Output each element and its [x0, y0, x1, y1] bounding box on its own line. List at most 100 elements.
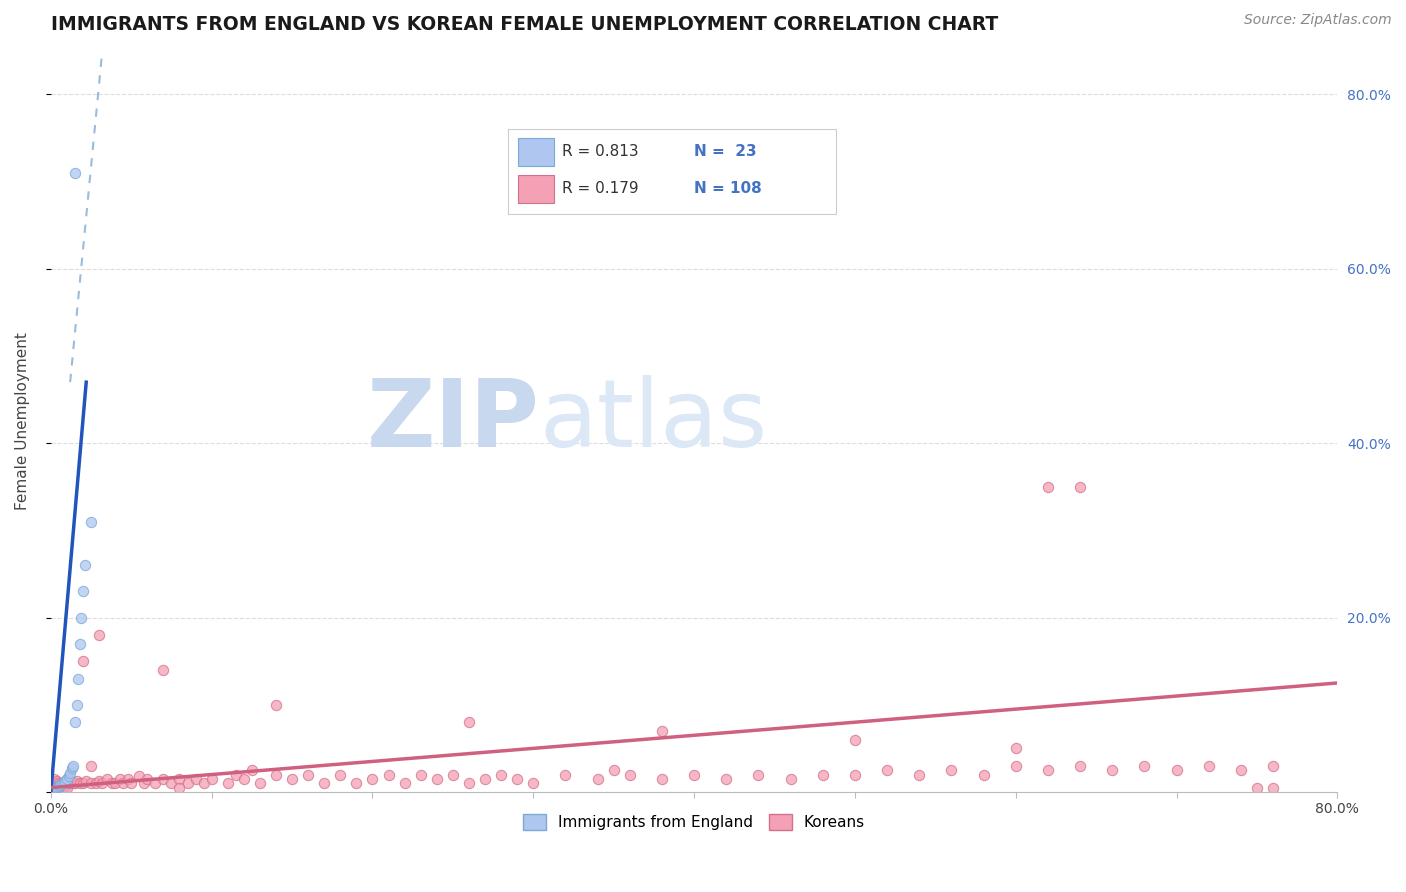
- Point: [619, 767, 641, 781]
- Point: [225, 767, 247, 781]
- Bar: [517, 137, 554, 166]
- Point: [1261, 780, 1284, 795]
- Point: [344, 776, 367, 790]
- Point: [41, 780, 63, 795]
- Point: [1069, 480, 1091, 494]
- Point: [1101, 763, 1123, 777]
- Point: [844, 767, 866, 781]
- Point: [73, 558, 96, 573]
- Point: [42, 780, 65, 795]
- Point: [1230, 763, 1253, 777]
- Point: [489, 767, 512, 781]
- Point: [56, 780, 79, 795]
- Point: [87, 774, 110, 789]
- Point: [586, 772, 609, 786]
- Point: [1069, 759, 1091, 773]
- Point: [441, 767, 464, 781]
- Point: [184, 772, 207, 786]
- Point: [145, 776, 167, 790]
- Point: [1261, 759, 1284, 773]
- Point: [779, 772, 801, 786]
- Point: [59, 772, 82, 786]
- Point: [84, 776, 107, 790]
- Point: [60, 761, 83, 775]
- Point: [1036, 763, 1059, 777]
- Point: [683, 767, 706, 781]
- Point: [876, 763, 898, 777]
- Point: [75, 774, 97, 789]
- Point: [132, 776, 155, 790]
- Point: [506, 772, 529, 786]
- Point: [53, 776, 76, 790]
- Point: [811, 767, 834, 781]
- Point: [108, 772, 131, 786]
- Point: [56, 772, 79, 786]
- Point: [651, 772, 673, 786]
- Point: [1246, 780, 1268, 795]
- Point: [48, 780, 70, 795]
- Point: [69, 637, 91, 651]
- Point: [1133, 759, 1156, 773]
- Point: [70, 610, 93, 624]
- Point: [554, 767, 576, 781]
- Point: [281, 772, 304, 786]
- Point: [52, 776, 75, 790]
- Text: ZIP: ZIP: [367, 376, 540, 467]
- Text: R = 0.813: R = 0.813: [561, 145, 638, 159]
- Point: [45, 776, 67, 790]
- Point: [58, 776, 80, 790]
- Point: [522, 776, 544, 790]
- Point: [65, 698, 87, 712]
- Point: [42, 772, 65, 786]
- Legend: Immigrants from England, Koreans: Immigrants from England, Koreans: [517, 808, 872, 836]
- Point: [41, 780, 63, 795]
- Point: [249, 776, 271, 790]
- Bar: [517, 175, 554, 202]
- Point: [51, 776, 73, 790]
- Point: [41, 776, 63, 790]
- Point: [49, 778, 72, 792]
- Point: [160, 776, 183, 790]
- Point: [112, 776, 135, 790]
- Point: [72, 776, 94, 790]
- Point: [48, 776, 70, 790]
- Point: [426, 772, 449, 786]
- Point: [329, 767, 352, 781]
- Point: [136, 772, 159, 786]
- Point: [42, 780, 65, 795]
- Text: N = 108: N = 108: [695, 181, 762, 196]
- Point: [59, 765, 82, 780]
- Point: [117, 772, 139, 786]
- Point: [87, 628, 110, 642]
- Text: Source: ZipAtlas.com: Source: ZipAtlas.com: [1244, 13, 1392, 28]
- Point: [908, 767, 931, 781]
- Point: [80, 776, 103, 790]
- Y-axis label: Female Unemployment: Female Unemployment: [15, 333, 30, 510]
- Point: [46, 774, 69, 789]
- Point: [51, 780, 73, 795]
- Point: [602, 763, 624, 777]
- Point: [63, 166, 86, 180]
- Point: [56, 772, 79, 786]
- Point: [409, 767, 432, 781]
- Point: [1166, 763, 1188, 777]
- Point: [91, 776, 114, 790]
- Text: IMMIGRANTS FROM ENGLAND VS KOREAN FEMALE UNEMPLOYMENT CORRELATION CHART: IMMIGRANTS FROM ENGLAND VS KOREAN FEMALE…: [51, 15, 998, 34]
- Point: [46, 780, 69, 794]
- Point: [120, 776, 142, 790]
- Point: [169, 772, 191, 786]
- Point: [201, 772, 224, 786]
- Point: [1004, 759, 1026, 773]
- Point: [48, 779, 70, 793]
- Point: [49, 780, 72, 795]
- Point: [1004, 741, 1026, 756]
- Point: [49, 778, 72, 792]
- Point: [394, 776, 416, 790]
- Point: [361, 772, 384, 786]
- Point: [973, 767, 995, 781]
- Point: [1198, 759, 1220, 773]
- Point: [52, 780, 75, 795]
- Point: [314, 776, 336, 790]
- Point: [193, 776, 215, 790]
- Point: [72, 584, 94, 599]
